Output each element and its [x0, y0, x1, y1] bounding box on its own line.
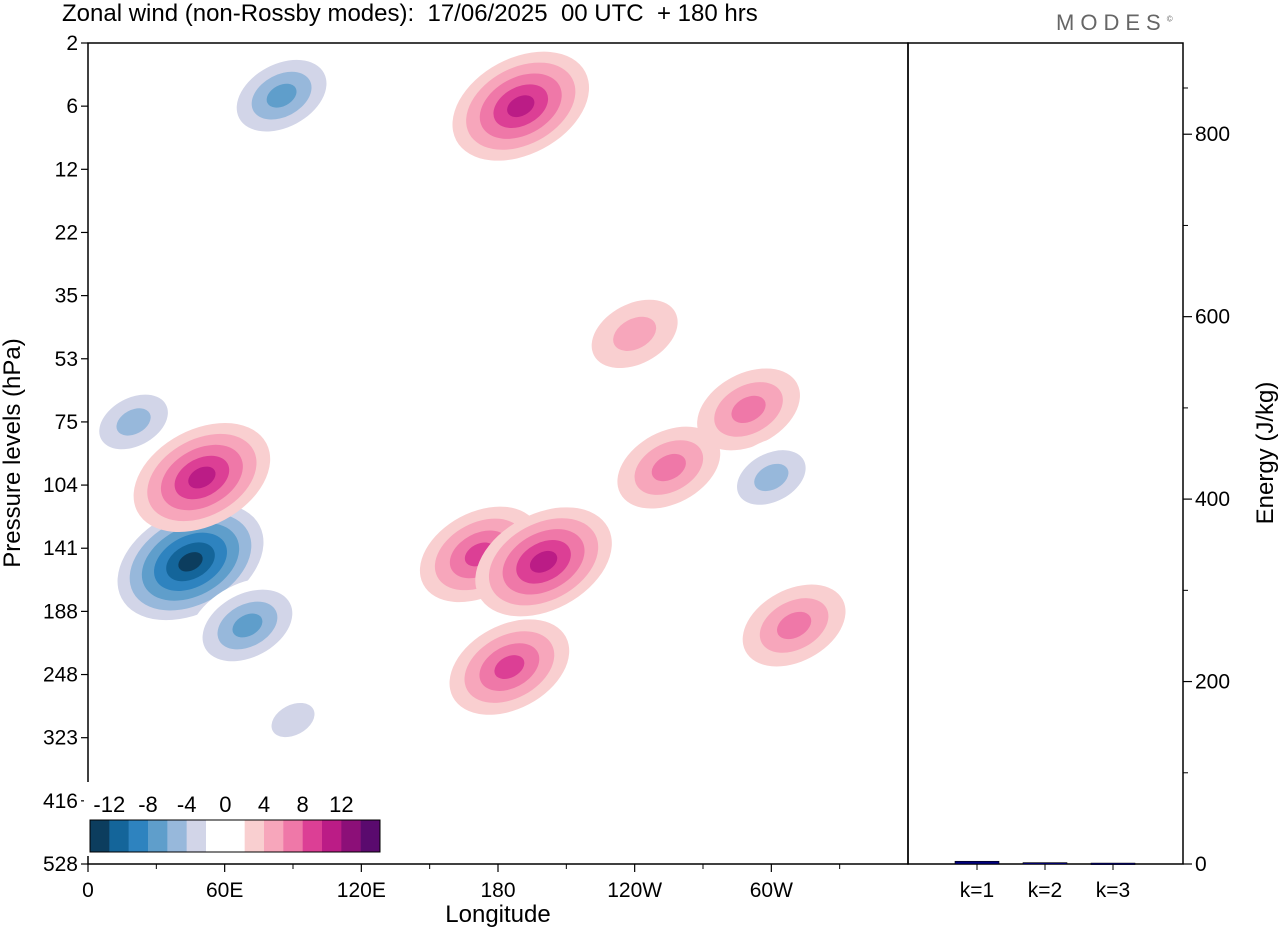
energy-tick-label: 0 [1195, 853, 1207, 876]
wind-contour [232, 613, 263, 638]
modes-logo: MODES© [1056, 10, 1173, 35]
wind-feature-10 [221, 47, 342, 144]
energy-frame [907, 42, 1184, 865]
x-tick-label: 120W [607, 879, 662, 902]
wind-feature-14 [591, 299, 678, 369]
energy-x-axis: k=1 k=2 k=3 [960, 864, 1130, 902]
wind-contour [178, 552, 203, 572]
energy-y-axis: 0 200 400 600 800 [1183, 87, 1230, 876]
y-tick-label: 53 [55, 348, 78, 371]
energy-x-label: k=1 [960, 879, 994, 902]
colorbar-swatch [148, 820, 168, 852]
colorbar-swatch [225, 820, 245, 852]
wind-contour [776, 611, 812, 640]
y-tick-label: 75 [55, 411, 78, 434]
colorbar: -12 -8 -4 0 4 8 12 [84, 782, 386, 856]
energy-x-label: k=3 [1096, 879, 1130, 902]
colorbar-swatch [186, 820, 207, 852]
wind-feature-8 [697, 368, 800, 451]
wind-contour [271, 702, 315, 738]
x-tick-label: 60E [206, 879, 243, 902]
wind-contour [731, 395, 766, 424]
wind-feature-2 [250, 685, 337, 755]
y-tick-label: 416 [43, 790, 78, 813]
y-tick-label: 141 [43, 537, 78, 560]
x-tick-label: 120E [337, 879, 386, 902]
wind-contour [613, 316, 657, 351]
energy-x-label: k=2 [1028, 879, 1062, 902]
x-tick-label: 60W [750, 879, 793, 902]
colorbar-swatch [244, 820, 265, 852]
energy-bar [954, 860, 1000, 865]
wind-feature-3 [133, 423, 271, 533]
colorbar-swatch [302, 820, 323, 852]
wind-feature-11 [719, 436, 823, 519]
y-tick-label: 35 [55, 285, 78, 308]
wind-feature-13 [88, 380, 185, 463]
wind-feature-5 [475, 507, 612, 617]
colorbar-label: 8 [297, 792, 309, 817]
x-tick-label: 180 [480, 879, 515, 902]
y-axis: 2 6 12 22 35 53 75 104 141 188 248 323 416 528 [43, 32, 88, 876]
colorbar-label: -8 [138, 792, 158, 817]
wind-feature-6 [449, 619, 570, 715]
colorbar-swatch [360, 820, 381, 852]
energy-axis-title: Energy (J/kg) [1252, 382, 1279, 525]
colorbar-label: 4 [258, 792, 270, 817]
chart-title: Zonal wind (non-Rossby modes): 17/06/202… [62, 0, 758, 27]
energy-bar [1022, 862, 1068, 865]
y-tick-label: 104 [43, 474, 78, 497]
colorbar-label: -12 [93, 792, 125, 817]
colorbar-swatch [341, 820, 361, 852]
wind-feature-12 [742, 584, 846, 667]
wind-contour [188, 466, 216, 489]
logo-text: MODES [1056, 10, 1167, 35]
wind-contour [507, 95, 535, 118]
wind-contour [116, 408, 151, 436]
colorbar-swatch [167, 820, 187, 852]
y-tick-label: 2 [66, 32, 78, 55]
energy-tick-label: 200 [1195, 671, 1230, 694]
colorbar-label: 12 [329, 792, 353, 817]
energy-tick-label: 600 [1195, 306, 1230, 329]
colorbar-swatch [128, 820, 149, 852]
y-tick-label: 12 [55, 158, 78, 181]
wind-contour [266, 83, 297, 108]
wind-feature-1 [187, 577, 308, 674]
wind-contour [529, 550, 558, 573]
colorbar-swatch [90, 820, 110, 852]
y-tick-label: 528 [43, 853, 78, 876]
wind-contour [494, 655, 525, 680]
y-tick-label: 188 [43, 600, 78, 623]
wind-feature-9 [452, 51, 590, 161]
y-tick-label: 6 [66, 95, 78, 118]
y-tick-label: 248 [43, 664, 78, 687]
y-tick-label: 22 [55, 221, 78, 244]
wind-contour [651, 453, 686, 482]
x-tick-label: 0 [82, 879, 94, 902]
colorbar-frame [89, 819, 381, 853]
heatmap-plot [88, 47, 846, 755]
x-axis: 0 60E 120E 180 120W 60W [82, 864, 841, 902]
y-axis-title: Pressure levels (hPa) [0, 338, 26, 567]
x-axis-title: Longitude [445, 901, 550, 928]
colorbar-swatch [283, 820, 303, 852]
colorbar-swatch [109, 820, 129, 852]
energy-tick-label: 400 [1195, 488, 1230, 511]
colorbar-swatch [206, 820, 226, 852]
y-tick-label: 323 [43, 727, 78, 750]
colorbar-swatch [322, 820, 342, 852]
colorbar-swatch [264, 820, 284, 852]
energy-tick-label: 800 [1195, 123, 1230, 146]
wind-contour [754, 463, 789, 492]
colorbar-label: -4 [177, 792, 197, 817]
colorbar-label: 0 [219, 792, 231, 817]
wind-feature-7 [617, 426, 721, 509]
